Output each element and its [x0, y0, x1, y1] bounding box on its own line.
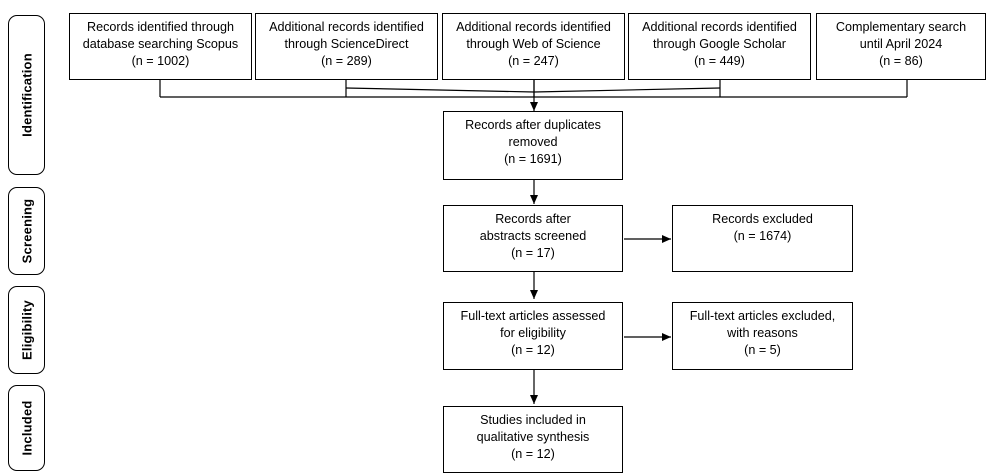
screened-line2: abstracts screened	[479, 229, 587, 243]
excluded-line1: Records excluded	[712, 212, 813, 226]
duplicates-removed-line1: Records after duplicates	[465, 118, 601, 132]
excluded-count: (n = 1674)	[733, 229, 792, 243]
included-studies-count: (n = 12)	[511, 447, 555, 461]
included-studies-line2: qualitative synthesis	[476, 430, 590, 444]
connector-merge-right	[533, 87, 721, 93]
fulltext-excluded-box: Full-text articles excluded, with reason…	[672, 302, 853, 370]
fulltext-excluded-line2: with reasons	[727, 326, 798, 340]
source-box-count: (n = 86)	[879, 54, 923, 68]
duplicates-removed-count: (n = 1691)	[504, 152, 562, 166]
source-box-line1: Additional records identified	[269, 20, 424, 34]
source-box-line1: Additional records identified	[642, 20, 797, 34]
phase-identification-label: Identification	[19, 53, 34, 137]
included-studies-line1: Studies included in	[480, 413, 586, 427]
source-box-count: (n = 1002)	[131, 54, 190, 68]
fulltext-assessed-box: Full-text articles assessed for eligibil…	[443, 302, 623, 370]
source-box-line1: Additional records identified	[456, 20, 611, 34]
phase-identification: Identification	[8, 15, 45, 175]
source-box-sciencedirect: Additional records identified through Sc…	[255, 13, 438, 80]
included-studies-box: Studies included in qualitative synthesi…	[443, 406, 623, 473]
source-box-count: (n = 449)	[694, 54, 745, 68]
phase-screening-label: Screening	[19, 198, 34, 264]
source-box-count: (n = 247)	[508, 54, 559, 68]
screened-box: Records after abstracts screened (n = 17…	[443, 205, 623, 272]
screened-count: (n = 17)	[511, 246, 555, 260]
duplicates-removed-line2: removed	[508, 135, 558, 149]
fulltext-assessed-line2: for eligibility	[500, 326, 566, 340]
source-box-scopus: Records identified through database sear…	[69, 13, 252, 80]
phase-eligibility-label: Eligibility	[19, 300, 34, 360]
source-box-line2: through ScienceDirect	[284, 37, 409, 51]
fulltext-excluded-count: (n = 5)	[744, 343, 781, 357]
source-box-web-of-science: Additional records identified through We…	[442, 13, 625, 80]
connector-merge-left	[345, 87, 535, 93]
source-box-google-scholar: Additional records identified through Go…	[628, 13, 811, 80]
source-box-line1: Records identified through	[86, 20, 235, 34]
source-box-line2: until April 2024	[859, 37, 943, 51]
phase-included-label: Included	[19, 400, 34, 456]
fulltext-excluded-line1: Full-text articles excluded,	[689, 309, 836, 323]
source-box-line1: Complementary search	[835, 20, 967, 34]
source-box-count: (n = 289)	[321, 54, 372, 68]
phase-screening: Screening	[8, 187, 45, 275]
excluded-box: Records excluded (n = 1674)	[672, 205, 853, 272]
source-box-complementary: Complementary search until April 2024 (n…	[816, 13, 986, 80]
phase-eligibility: Eligibility	[8, 286, 45, 374]
source-box-line2: through Google Scholar	[652, 37, 787, 51]
phase-included: Included	[8, 385, 45, 471]
duplicates-removed-box: Records after duplicates removed (n = 16…	[443, 111, 623, 180]
fulltext-assessed-count: (n = 12)	[511, 343, 555, 357]
source-box-line2: through Web of Science	[466, 37, 601, 51]
fulltext-assessed-line1: Full-text articles assessed	[460, 309, 606, 323]
source-box-line2: database searching Scopus	[82, 37, 239, 51]
screened-line1: Records after	[495, 212, 571, 226]
